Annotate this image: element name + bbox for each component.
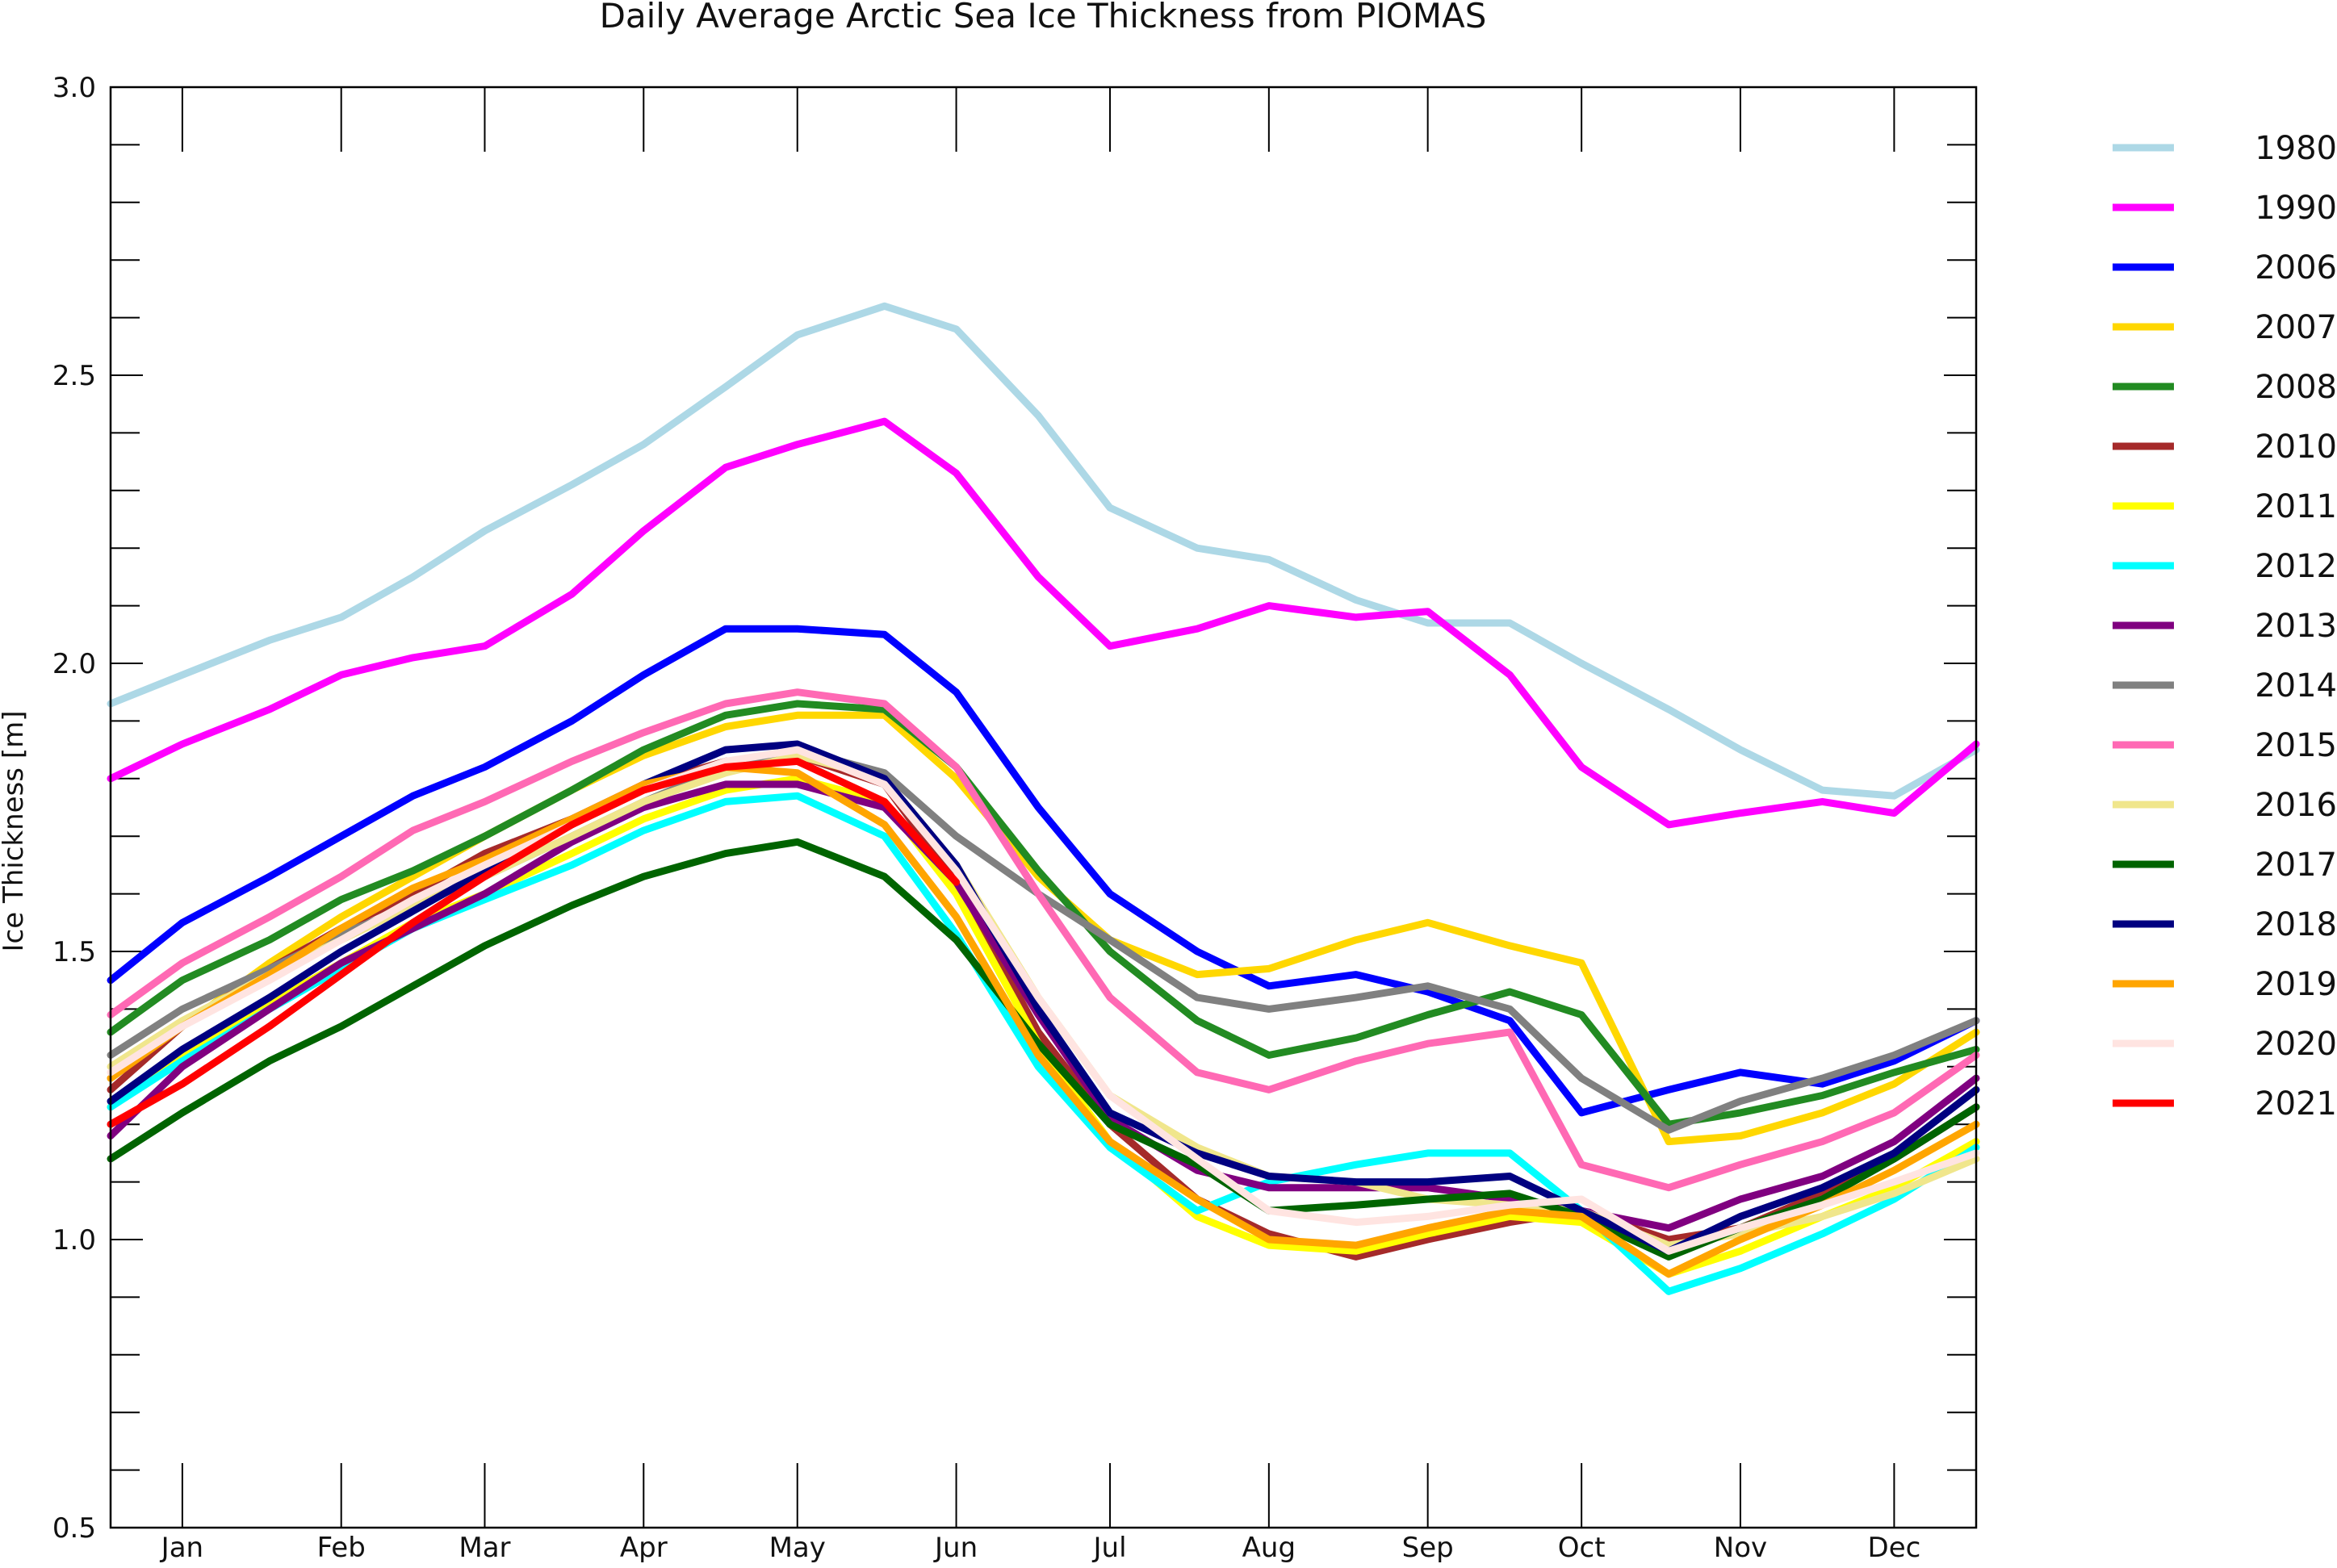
legend-label-2019: 2019 bbox=[2255, 966, 2337, 1003]
series-line-2015 bbox=[107, 688, 1980, 1192]
x-tick-label: Apr bbox=[620, 1532, 668, 1564]
legend-label-2008: 2008 bbox=[2255, 369, 2337, 406]
y-tick-label: 2.0 bbox=[52, 648, 96, 680]
x-tick-label: Mar bbox=[459, 1532, 510, 1564]
series-line-2021 bbox=[107, 757, 961, 1128]
series-line-2007 bbox=[107, 711, 1980, 1146]
x-tick-label: Jul bbox=[1092, 1532, 1127, 1564]
x-tick-label: Jun bbox=[933, 1532, 978, 1564]
y-tick-label: 1.0 bbox=[52, 1224, 96, 1256]
legend-label-2018: 2018 bbox=[2255, 906, 2337, 943]
series-line-2019 bbox=[107, 763, 1980, 1278]
legend-label-1990: 1990 bbox=[2255, 190, 2337, 227]
series-line-2017 bbox=[107, 838, 1980, 1261]
x-tick-label: Oct bbox=[1558, 1532, 1606, 1564]
series-layer bbox=[107, 302, 1980, 1295]
legend-label-2013: 2013 bbox=[2255, 608, 2337, 645]
legend-label-2012: 2012 bbox=[2255, 548, 2337, 585]
x-tick-label: Nov bbox=[1714, 1532, 1767, 1564]
legend-label-2020: 2020 bbox=[2255, 1026, 2337, 1063]
x-tick-label: Jan bbox=[160, 1532, 203, 1564]
x-tick-label: Feb bbox=[317, 1532, 366, 1564]
series-line-2010 bbox=[107, 751, 1980, 1261]
legend-label-2017: 2017 bbox=[2255, 847, 2337, 884]
y-tick-label: 0.5 bbox=[52, 1512, 96, 1545]
series-line-1990 bbox=[107, 417, 1980, 829]
series-line-2008 bbox=[107, 700, 1980, 1128]
y-tick-label: 2.5 bbox=[52, 360, 96, 392]
legend-label-1980: 1980 bbox=[2255, 130, 2337, 167]
legend-label-2016: 2016 bbox=[2255, 787, 2337, 824]
legend-label-2010: 2010 bbox=[2255, 429, 2337, 466]
legend-label-2006: 2006 bbox=[2255, 249, 2337, 286]
chart-title: Daily Average Arctic Sea Ice Thickness f… bbox=[600, 0, 1487, 36]
legend-label-2007: 2007 bbox=[2255, 309, 2337, 346]
series-line-2020 bbox=[107, 746, 1980, 1255]
legend-label-2011: 2011 bbox=[2255, 488, 2337, 525]
x-tick-label: Aug bbox=[1242, 1532, 1296, 1564]
y-tick-label: 3.0 bbox=[52, 72, 96, 104]
legend-label-2015: 2015 bbox=[2255, 727, 2337, 764]
plot-frame bbox=[109, 86, 1978, 1529]
legend: 1980 1990 2006 2007 2008 2010 2011 2012 2013 2014… bbox=[2113, 130, 2337, 1123]
x-tick-label: May bbox=[769, 1532, 826, 1564]
y-tick-label: 1.5 bbox=[52, 936, 96, 968]
legend-label-2021: 2021 bbox=[2255, 1085, 2337, 1123]
x-tick-label: Sep bbox=[1402, 1532, 1454, 1564]
legend-label-2014: 2014 bbox=[2255, 667, 2337, 705]
series-line-2006 bbox=[107, 625, 1980, 1117]
y-axis-label: Ice Thickness [m] bbox=[0, 711, 30, 952]
series-line-1980 bbox=[107, 302, 1980, 800]
axis-ticks: 0.5 1.0 1.5 2.0 2.5 3.0 Jan Feb Mar Apr May Jun Jul A… bbox=[52, 72, 1976, 1564]
x-tick-label: Dec bbox=[1868, 1532, 1921, 1564]
